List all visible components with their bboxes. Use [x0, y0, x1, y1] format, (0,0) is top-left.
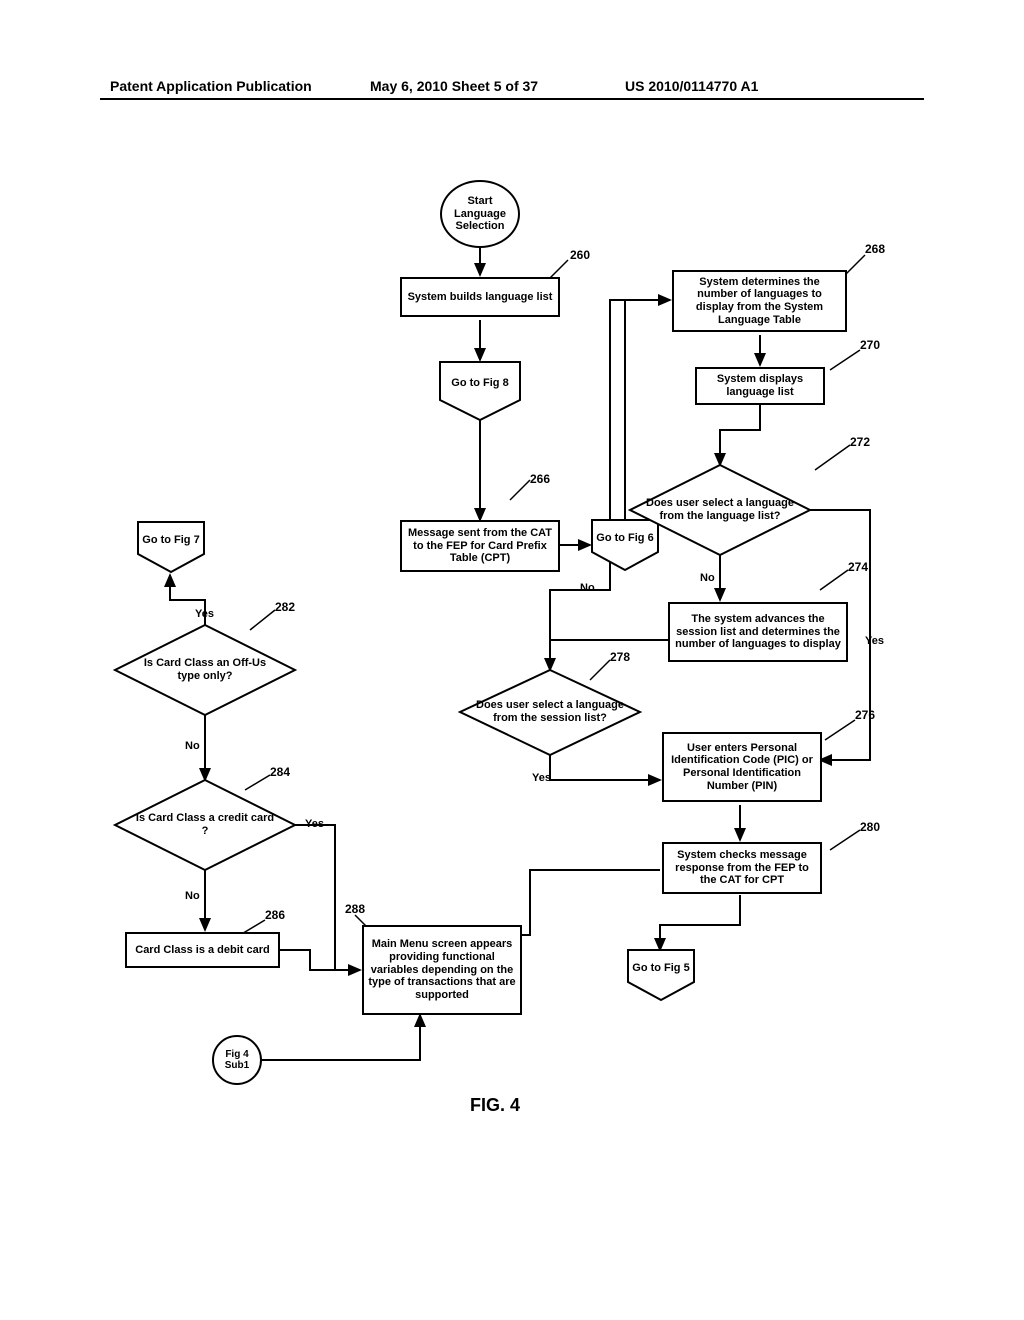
process-276-label: User enters Personal Identification Code… [668, 742, 816, 793]
process-280: System checks message response from the … [662, 842, 822, 894]
ref-272: 272 [850, 435, 870, 449]
process-274-label: The system advances the session list and… [674, 613, 842, 651]
ref-288: 288 [345, 902, 365, 916]
ref-280: 280 [860, 820, 880, 834]
process-260-label: System builds language list [408, 291, 553, 304]
process-266: Message sent from the CAT to the FEP for… [400, 520, 560, 572]
ref-278: 278 [610, 650, 630, 664]
edge-284-yes: Yes [305, 818, 324, 830]
process-274: The system advances the session list and… [668, 602, 848, 662]
connector-sub1-label: Fig 4 Sub1 [218, 1049, 256, 1072]
process-286: Card Class is a debit card [125, 932, 280, 968]
edge-278-no: No [580, 582, 595, 594]
figure-caption: FIG. 4 [470, 1095, 520, 1116]
edge-282-no: No [185, 740, 200, 752]
process-266-label: Message sent from the CAT to the FEP for… [406, 527, 554, 565]
edge-272-yes: Yes [865, 635, 884, 647]
offpage-fig7 [138, 522, 204, 572]
header-right: US 2010/0114770 A1 [625, 78, 758, 94]
ref-260: 260 [570, 248, 590, 262]
connector-sub1: Fig 4 Sub1 [212, 1035, 262, 1085]
ref-282: 282 [275, 600, 295, 614]
ref-276: 276 [855, 708, 875, 722]
edge-284-no: No [185, 890, 200, 902]
edge-272-no: No [700, 572, 715, 584]
header-left: Patent Application Publication [110, 78, 312, 94]
offpage-fig5 [628, 950, 694, 1000]
process-268: System determines the number of language… [672, 270, 847, 332]
ref-266: 266 [530, 472, 550, 486]
decision-282 [115, 625, 295, 715]
process-270-label: System displays language list [701, 373, 819, 398]
decision-284 [115, 780, 295, 870]
process-288-label: Main Menu screen appears providing funct… [368, 938, 516, 1001]
process-286-label: Card Class is a debit card [135, 944, 270, 957]
process-260: System builds language list [400, 277, 560, 317]
ref-268: 268 [865, 242, 885, 256]
process-280-label: System checks message response from the … [668, 849, 816, 887]
start-terminal: Start Language Selection [440, 180, 520, 248]
decision-278 [460, 670, 640, 755]
edge-278-yes: Yes [532, 772, 551, 784]
ref-274: 274 [848, 560, 868, 574]
ref-270: 270 [860, 338, 880, 352]
process-288: Main Menu screen appears providing funct… [362, 925, 522, 1015]
process-276: User enters Personal Identification Code… [662, 732, 822, 802]
process-268-label: System determines the number of language… [678, 276, 841, 327]
edge-282-yes: Yes [195, 608, 214, 620]
header-rule [100, 98, 924, 100]
process-270: System displays language list [695, 367, 825, 405]
offpage-fig8 [440, 362, 520, 420]
start-label: Start Language Selection [446, 195, 514, 233]
ref-284: 284 [270, 765, 290, 779]
flowchart-diagram: Start Language Selection System builds l… [100, 180, 920, 1180]
decision-272 [630, 465, 810, 555]
header-center: May 6, 2010 Sheet 5 of 37 [370, 78, 538, 94]
ref-286: 286 [265, 908, 285, 922]
